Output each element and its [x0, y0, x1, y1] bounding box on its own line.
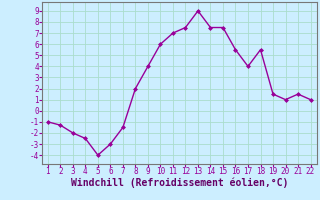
- X-axis label: Windchill (Refroidissement éolien,°C): Windchill (Refroidissement éolien,°C): [70, 177, 288, 188]
